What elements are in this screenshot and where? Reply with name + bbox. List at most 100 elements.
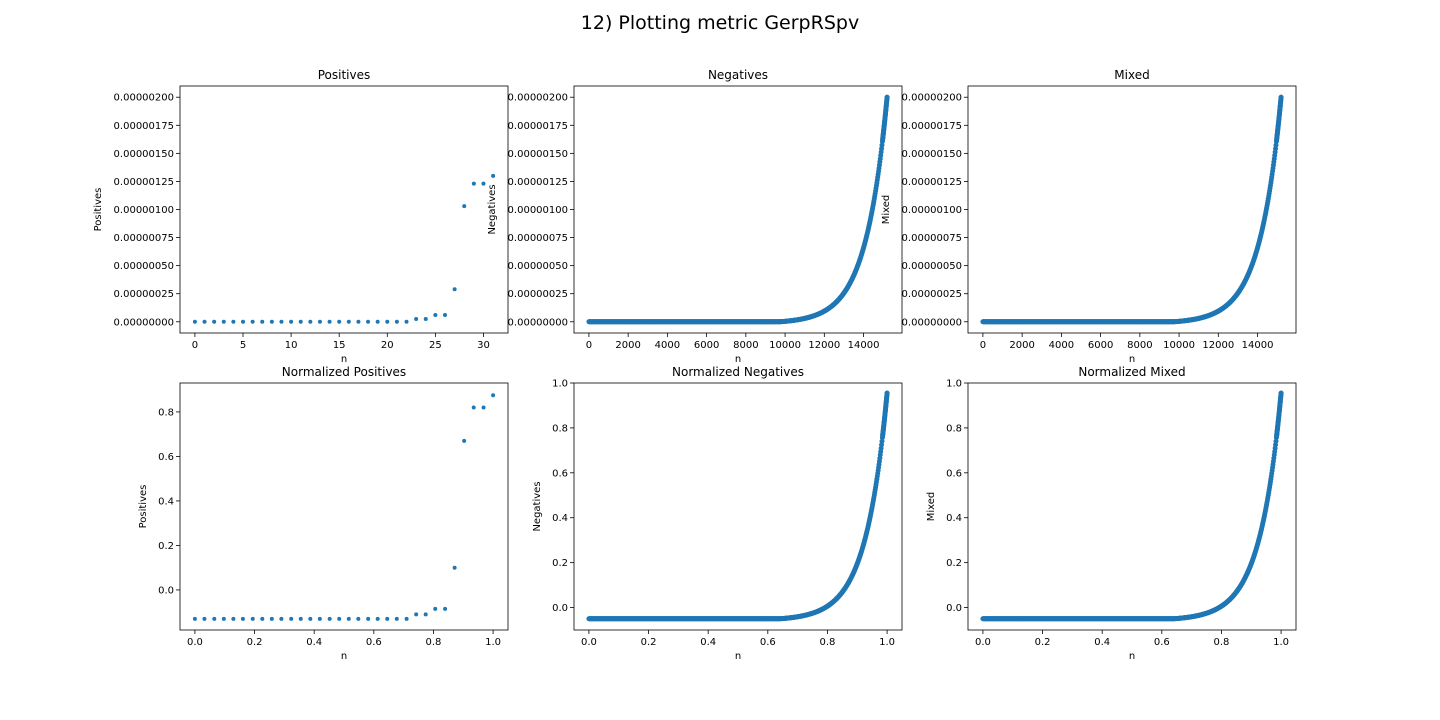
data-point: [1278, 94, 1284, 100]
x-tick-label: 0.8: [820, 637, 836, 648]
data-point: [308, 319, 313, 324]
x-axis-label: n: [735, 651, 741, 662]
y-tick-label: 0.4: [552, 513, 568, 524]
data-point: [404, 319, 409, 324]
y-axis-label: Negatives: [532, 481, 543, 531]
scatter-points: [980, 390, 1284, 622]
data-point: [433, 313, 438, 318]
y-tick-label: 0.8: [552, 423, 568, 434]
x-tick-label: 0.4: [1094, 637, 1110, 648]
y-tick-label: 0.6: [158, 452, 174, 463]
data-point: [356, 616, 361, 621]
y-axis-label: Positives: [93, 188, 104, 232]
x-tick-label: 0.0: [975, 637, 991, 648]
subplot-title: Normalized Positives: [282, 365, 406, 379]
y-tick-label: 0.00000175: [114, 121, 174, 132]
axes-frame: [967, 382, 1297, 631]
data-point: [481, 405, 486, 410]
data-point: [366, 616, 371, 621]
x-tick-label: 0.2: [1035, 637, 1051, 648]
scatter-points: [980, 94, 1284, 325]
x-tick-label: 14000: [1242, 340, 1274, 351]
y-tick-label: 0.00000100: [114, 205, 174, 216]
y-tick-label: 0.00000175: [508, 121, 568, 132]
x-tick-label: 10000: [1163, 340, 1195, 351]
data-point: [298, 319, 303, 324]
figure-suptitle: 12) Plotting metric GerpRSpv: [581, 12, 859, 34]
x-tick-label: 25: [429, 340, 442, 351]
data-point: [279, 319, 284, 324]
y-tick-label: 0.00000075: [508, 233, 568, 244]
y-tick-label: 0.6: [946, 468, 962, 479]
data-point: [1278, 390, 1284, 396]
data-point: [404, 616, 409, 621]
data-point: [366, 319, 371, 324]
x-axis-label: n: [341, 354, 347, 365]
data-point: [423, 612, 428, 617]
x-tick-label: 4000: [1049, 340, 1074, 351]
y-tick-label: 0.00000125: [114, 177, 174, 188]
y-tick-label: 0.00000175: [902, 121, 962, 132]
data-point: [250, 319, 255, 324]
y-tick-label: 0.2: [946, 558, 962, 569]
subplot-5: 0.0 0.2 0.4 0.6 0.8 1.0 0.0 0.2 0.4 0.6 0.8 1.0 Norm…: [532, 365, 903, 662]
x-tick-label: 6000: [1088, 340, 1113, 351]
x-tick-label: 8000: [1127, 340, 1152, 351]
data-point: [375, 319, 380, 324]
y-tick-label: 1.0: [946, 379, 962, 390]
data-point: [491, 393, 496, 398]
data-point: [385, 616, 390, 621]
data-point: [240, 616, 245, 621]
x-tick-label: 30: [477, 340, 490, 351]
y-tick-label: 0.00000050: [902, 261, 962, 272]
x-tick-label: 0.6: [760, 637, 776, 648]
x-tick-label: 0.8: [426, 637, 442, 648]
x-tick-label: 4000: [655, 340, 680, 351]
data-point: [260, 319, 265, 324]
y-tick-label: 0.00000000: [508, 317, 568, 328]
data-point: [298, 616, 303, 621]
y-tick-label: 0.8: [946, 423, 962, 434]
y-axis-label: Mixed: [881, 195, 892, 225]
data-point: [327, 319, 332, 324]
y-tick-label: 0.00000050: [508, 261, 568, 272]
data-point: [462, 204, 467, 209]
data-point: [221, 616, 226, 621]
data-point: [394, 616, 399, 621]
y-tick-label: 0.00000200: [902, 93, 962, 104]
x-tick-label: 1.0: [1273, 637, 1289, 648]
x-tick-label: 12000: [1202, 340, 1234, 351]
y-tick-label: 0.00000150: [114, 149, 174, 160]
data-point: [394, 319, 399, 324]
x-tick-label: 2000: [1009, 340, 1034, 351]
data-point: [202, 616, 207, 621]
data-point: [375, 616, 380, 621]
axes-frame: [573, 85, 903, 334]
data-point: [385, 319, 390, 324]
y-tick-label: 0.00000050: [114, 261, 174, 272]
x-tick-label: 1.0: [485, 637, 501, 648]
data-point: [481, 181, 486, 186]
data-point: [202, 319, 207, 324]
x-tick-label: 0.0: [187, 637, 203, 648]
x-tick-label: 0: [192, 340, 198, 351]
y-tick-label: 0.00000025: [114, 289, 174, 300]
data-point: [192, 319, 197, 324]
y-tick-label: 0.2: [158, 541, 174, 552]
y-tick-label: 0.00000200: [508, 93, 568, 104]
x-tick-label: 0.8: [1214, 637, 1230, 648]
x-tick-label: 0: [980, 340, 986, 351]
x-tick-label: 2000: [615, 340, 640, 351]
y-tick-label: 0.00000025: [902, 289, 962, 300]
data-point: [346, 319, 351, 324]
y-axis-label: Mixed: [926, 492, 937, 522]
axes-frame: [179, 382, 509, 631]
axes-frame: [179, 85, 509, 334]
x-tick-label: 0.4: [700, 637, 716, 648]
data-point: [212, 616, 217, 621]
scatter-points: [192, 393, 496, 621]
y-tick-label: 0.00000150: [508, 149, 568, 160]
y-axis-label: Positives: [138, 485, 149, 529]
data-point: [443, 313, 447, 318]
